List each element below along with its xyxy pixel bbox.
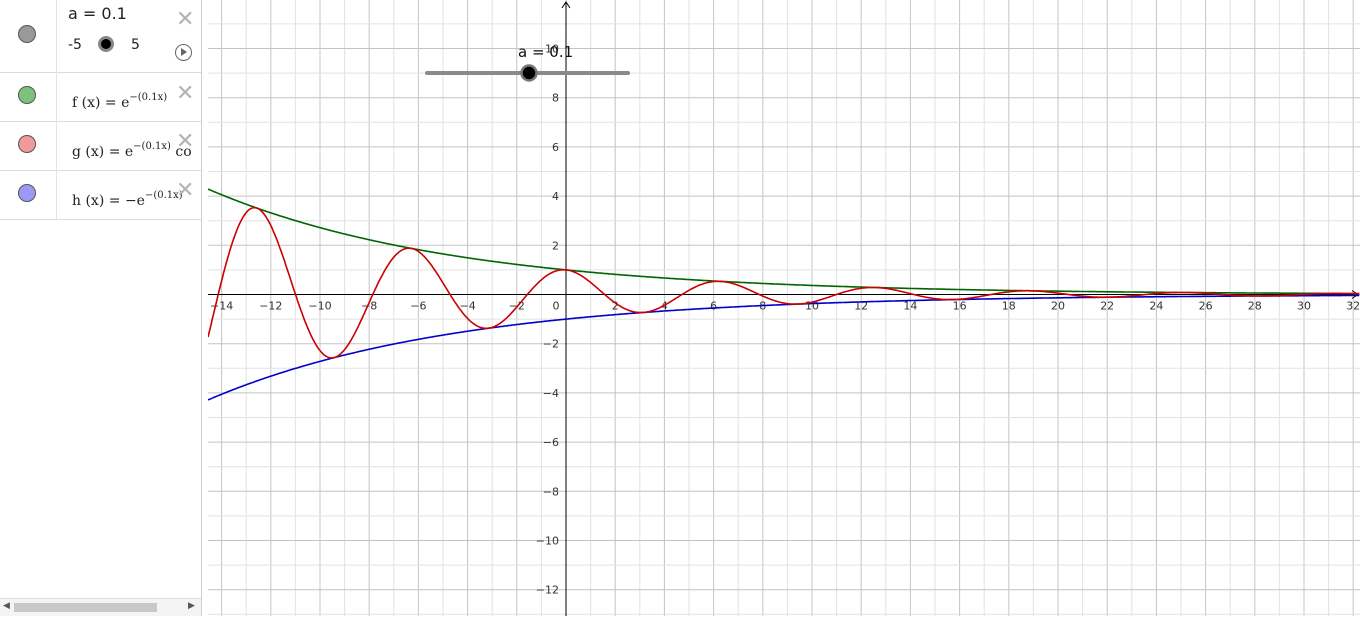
y-tick-label: −12 <box>536 584 559 597</box>
y-tick-label: −2 <box>543 338 559 351</box>
scroll-right-icon[interactable]: ▶ <box>188 601 195 611</box>
graphics-view[interactable]: −14 −12 −10 −8 −6 −4 −2 0 2 4 6 8 10 12 14 16 18 20 22 24 26… <box>207 0 1360 616</box>
x-tick-label: 24 <box>1149 300 1163 313</box>
x-tick-label: 16 <box>953 300 967 313</box>
algebra-slider-knob[interactable] <box>98 36 114 52</box>
y-tick-label: −8 <box>543 485 559 498</box>
function-base: −e <box>124 193 145 209</box>
function-base: e <box>124 144 134 160</box>
graphics-slider-label: a = 0.1 <box>518 43 574 61</box>
function-exponent: −(0.1x) <box>133 141 171 152</box>
function-truncated-text: co <box>175 144 192 160</box>
algebra-row-slider[interactable]: a = 0.1 -5 5 ✕ <box>0 0 201 73</box>
x-tick-label: 26 <box>1199 300 1213 313</box>
function-f-definition[interactable]: f (x) = e−(0.1x) <box>72 92 167 111</box>
x-tick-label: −8 <box>361 300 377 313</box>
x-tick-label: 14 <box>903 300 917 313</box>
x-tick-label: 0 <box>553 300 560 313</box>
equals-sign: = <box>104 95 117 111</box>
algebra-row-h[interactable]: h (x) = −e−(0.1x) ✕ <box>0 170 201 220</box>
marble-column <box>0 72 57 121</box>
function-name: g (x) <box>72 144 105 160</box>
y-tick-label: −10 <box>536 535 559 548</box>
x-tick-label: −6 <box>410 300 426 313</box>
function-base: e <box>121 95 130 111</box>
x-tick-label: 28 <box>1248 300 1262 313</box>
function-name: h (x) <box>72 193 105 209</box>
algebra-view: a = 0.1 -5 5 ✕ f (x) = e−(0.1x) ✕ g (x) … <box>0 0 202 616</box>
function-exponent: −(0.1x) <box>129 92 168 103</box>
visibility-toggle-a[interactable] <box>18 25 36 43</box>
algebra-row-f[interactable]: f (x) = e−(0.1x) ✕ <box>0 72 201 122</box>
equals-sign: = <box>108 144 121 160</box>
function-h-definition[interactable]: h (x) = −e−(0.1x) <box>72 190 183 209</box>
delete-icon[interactable]: ✕ <box>176 129 195 154</box>
x-tick-label: 2 <box>612 300 619 313</box>
scrollbar-thumb[interactable] <box>14 603 157 612</box>
graphics-slider-knob <box>520 64 538 82</box>
x-tick-label: 20 <box>1051 300 1065 313</box>
x-tick-label: 18 <box>1002 300 1016 313</box>
slider-max-label: 5 <box>131 37 140 53</box>
curve-h <box>207 294 1360 401</box>
x-tick-label: −4 <box>459 300 475 313</box>
y-tick-label: −6 <box>543 436 559 449</box>
slider-definition[interactable]: a = 0.1 <box>68 4 127 23</box>
horizontal-scrollbar[interactable]: ◀ ▶ <box>0 598 201 616</box>
x-tick-label: 6 <box>710 300 717 313</box>
y-tick-label: 2 <box>552 239 559 252</box>
x-tick-label: −10 <box>308 300 331 313</box>
slider-min-label: -5 <box>68 37 82 53</box>
x-tick-label: 22 <box>1100 300 1114 313</box>
coordinate-plane[interactable]: −14 −12 −10 −8 −6 −4 −2 0 2 4 6 8 10 12 14 16 18 20 22 24 26… <box>207 0 1360 616</box>
y-tick-label: 10 <box>545 43 559 56</box>
curve-g <box>207 206 1360 359</box>
marble-column <box>0 170 57 219</box>
y-axis-arrow <box>561 1 571 9</box>
algebra-row-g[interactable]: g (x) = e−(0.1x) co ✕ <box>0 121 201 171</box>
delete-icon[interactable]: ✕ <box>176 178 195 203</box>
delete-icon[interactable]: ✕ <box>176 81 195 106</box>
y-tick-label: 4 <box>552 190 559 203</box>
x-tick-label: −12 <box>259 300 282 313</box>
function-exponent: −(0.1x) <box>144 190 183 201</box>
marble-column <box>0 121 57 170</box>
equals-sign: = <box>108 193 121 209</box>
y-tick-label: 6 <box>552 141 559 154</box>
y-tick-label: −4 <box>543 387 559 400</box>
visibility-toggle-g[interactable] <box>18 135 36 153</box>
marble-column <box>0 0 57 72</box>
play-animation-icon[interactable] <box>175 44 192 61</box>
visibility-toggle-h[interactable] <box>18 184 36 202</box>
visibility-toggle-f[interactable] <box>18 86 36 104</box>
y-tick-label: 8 <box>552 92 559 105</box>
x-tick-label: 30 <box>1297 300 1311 313</box>
x-tick-label: −14 <box>210 300 233 313</box>
function-name: f (x) <box>72 95 101 111</box>
x-tick-label: 32 <box>1346 300 1360 313</box>
function-g-definition[interactable]: g (x) = e−(0.1x) co <box>72 141 192 160</box>
scroll-left-icon[interactable]: ◀ <box>3 601 10 611</box>
delete-icon[interactable]: ✕ <box>176 7 195 32</box>
